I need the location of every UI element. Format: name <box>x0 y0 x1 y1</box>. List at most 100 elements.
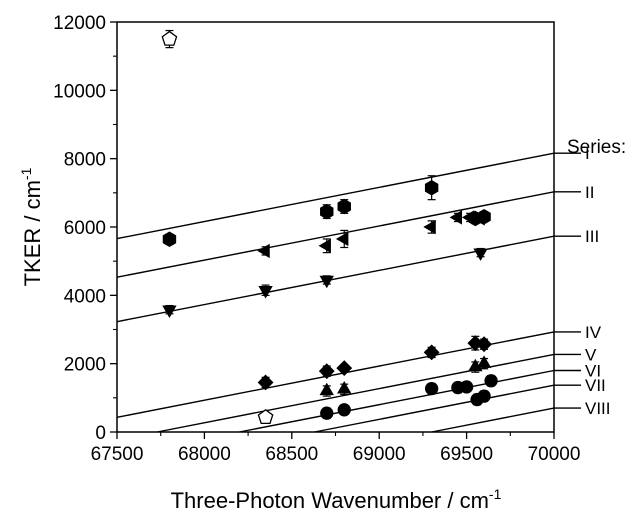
data-point-diamond <box>423 344 440 361</box>
marker-pentagon <box>257 409 274 425</box>
data-point-triangle-down <box>162 304 177 318</box>
series-lines <box>116 152 581 433</box>
data-point-circle <box>337 403 351 417</box>
series-line-I <box>116 152 555 240</box>
marker-circle <box>484 374 498 388</box>
data-point-pentagon <box>257 409 274 425</box>
marker-hexagon <box>162 231 177 248</box>
series-line-VII <box>314 384 555 433</box>
marker-triangle-down <box>162 305 177 318</box>
series-header: Series: <box>567 137 626 158</box>
y-tick-label: 4000 <box>64 286 106 307</box>
marker-triangle-up <box>337 380 352 394</box>
series-label-VIII: VIII <box>585 399 611 418</box>
series-label-IV: IV <box>585 323 602 342</box>
data-point-circle <box>424 381 439 396</box>
marker-triangle-left <box>472 211 485 226</box>
marker-circle <box>459 380 474 394</box>
y-tick-label: 2000 <box>64 355 106 376</box>
marker-hexagon <box>337 198 351 215</box>
marker-triangle-up <box>476 355 492 368</box>
series-line-VIII <box>431 407 555 433</box>
data-point-hexagon <box>424 175 439 201</box>
marker-triangle-left <box>335 231 349 247</box>
data-point-triangle-left <box>335 229 349 249</box>
data-point-triangle-left <box>472 211 485 226</box>
axis-ticks: 67500 68000 68500 69000 69500 70000 0 2000 4000 6… <box>53 13 580 465</box>
marker-hexagon <box>320 203 334 220</box>
series-label-VII: VII <box>585 376 606 395</box>
marker-diamond <box>336 360 353 377</box>
marker-circle <box>477 389 491 403</box>
marker-hexagon <box>424 179 439 196</box>
data-point-circle <box>459 380 474 394</box>
data-point-hexagon <box>162 231 177 248</box>
marker-triangle-left <box>318 238 331 253</box>
data-point-triangle-left <box>449 210 463 225</box>
series-label-VI: VI <box>585 362 601 381</box>
data-point-triangle-down <box>258 284 273 299</box>
data-point-circle <box>477 389 491 403</box>
marker-triangle-left <box>257 243 270 259</box>
y-tick-label: 10000 <box>53 81 106 102</box>
y-axis-title: TKER / cm-1 <box>18 167 45 286</box>
x-tick-label: 69500 <box>440 444 493 465</box>
marker-triangle-left <box>461 210 475 225</box>
series-label-I: I <box>585 144 590 163</box>
y-tick-label: 6000 <box>64 218 106 239</box>
marker-triangle-left <box>449 210 463 225</box>
marker-triangle-up <box>319 382 334 396</box>
data-point-triangle-left <box>423 219 436 235</box>
data-point-triangle-up <box>319 382 334 397</box>
data-point-hexagon <box>320 203 334 220</box>
x-tick-label: 67500 <box>91 444 144 465</box>
y-axis-title-text: TKER / cm <box>20 180 45 286</box>
marker-circle <box>424 381 439 396</box>
data-point-triangle-up <box>337 380 352 396</box>
plot-frame <box>116 21 555 433</box>
data-point-triangle-left <box>318 238 331 254</box>
data-point-hexagon <box>337 198 351 215</box>
data-point-circle <box>470 392 484 407</box>
data-point-triangle-left <box>257 243 270 259</box>
data-point-diamond <box>476 336 492 353</box>
series-line-II <box>116 191 555 278</box>
x-tick-label: 68000 <box>178 444 231 465</box>
data-point-diamond <box>336 360 353 377</box>
marker-circle <box>337 403 351 417</box>
data-point-circle <box>484 374 498 388</box>
y-tick-label: 12000 <box>53 13 106 34</box>
x-axis-title-text: Three-Photon Wavenumber / cm <box>171 488 489 513</box>
data-point-triangle-down <box>319 275 334 289</box>
data-point-triangle-left <box>461 210 475 225</box>
y-tick-label: 0 <box>95 423 106 444</box>
data-point-pentagon <box>161 29 178 49</box>
y-tick-label: 8000 <box>64 150 106 171</box>
series-label-II: II <box>585 183 594 202</box>
x-axis-title-sup: -1 <box>489 486 502 502</box>
data-point-triangle-up <box>476 355 492 370</box>
data-point-circle <box>320 406 334 420</box>
data-point-triangle-down <box>473 247 488 261</box>
marker-diamond <box>318 363 335 380</box>
y-axis-title-sup: -1 <box>18 167 34 180</box>
series-label-V: V <box>585 345 597 364</box>
marker-triangle-down <box>473 248 488 261</box>
marker-diamond <box>423 344 440 361</box>
x-tick-label: 69000 <box>353 444 406 465</box>
marker-diamond <box>257 374 274 391</box>
data-point-diamond <box>257 374 274 391</box>
x-tick-label: 70000 <box>528 444 581 465</box>
series-line-III <box>116 235 555 323</box>
x-axis-title: Three-Photon Wavenumber / cm-1 <box>171 486 502 513</box>
series-label-III: III <box>585 227 599 246</box>
x-tick-label: 68500 <box>265 444 318 465</box>
data-points <box>161 29 498 425</box>
marker-triangle-down <box>319 275 334 289</box>
marker-diamond <box>476 336 492 353</box>
data-point-diamond <box>318 363 335 380</box>
marker-triangle-left <box>423 219 436 235</box>
series-line-VI <box>239 369 555 433</box>
marker-pentagon <box>161 30 178 46</box>
